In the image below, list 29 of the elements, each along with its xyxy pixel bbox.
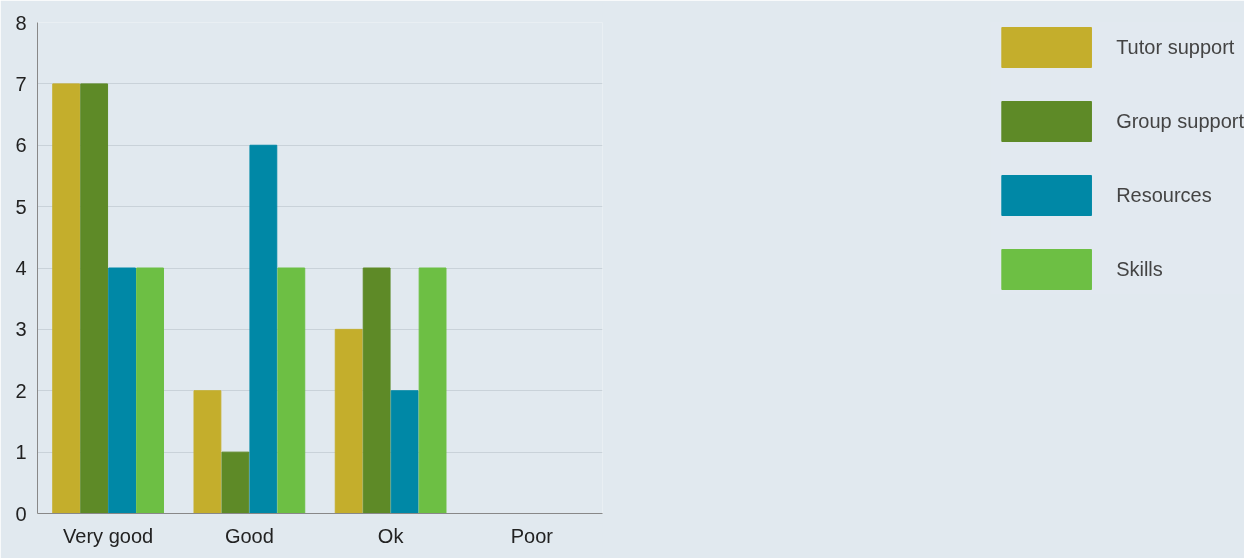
- y-tick-label: 8: [15, 11, 27, 34]
- x-tick-label: Poor: [510, 524, 554, 547]
- bar: [108, 267, 137, 514]
- bar: [390, 390, 419, 514]
- y-tick-label: 7: [15, 72, 27, 95]
- legend-label: Tutor support: [1116, 35, 1235, 59]
- x-tick-label: Ok: [377, 524, 405, 547]
- x-tick-label: Very good: [63, 524, 154, 547]
- y-tick-label: 2: [15, 379, 27, 402]
- y-tick-label: 3: [15, 318, 27, 341]
- y-tick-label: 6: [15, 134, 27, 157]
- y-tick-label: 1: [15, 441, 27, 464]
- y-tick-label: 0: [15, 502, 27, 525]
- bar: [249, 144, 278, 514]
- bar: [80, 83, 109, 514]
- y-tick-label: 4: [15, 257, 27, 279]
- bar: [362, 267, 391, 514]
- legend-label: Skills: [1116, 257, 1163, 281]
- legend-label: Group support: [1116, 109, 1244, 133]
- x-tick-label: Good: [224, 524, 274, 547]
- bar: [52, 83, 81, 514]
- bar: [334, 328, 363, 514]
- bar: [277, 267, 306, 514]
- legend-label: Resources: [1116, 183, 1212, 207]
- y-tick-label: 5: [15, 195, 27, 218]
- bar: [418, 267, 447, 514]
- bar: [193, 390, 222, 514]
- bar: [221, 451, 250, 514]
- bar: [136, 267, 164, 514]
